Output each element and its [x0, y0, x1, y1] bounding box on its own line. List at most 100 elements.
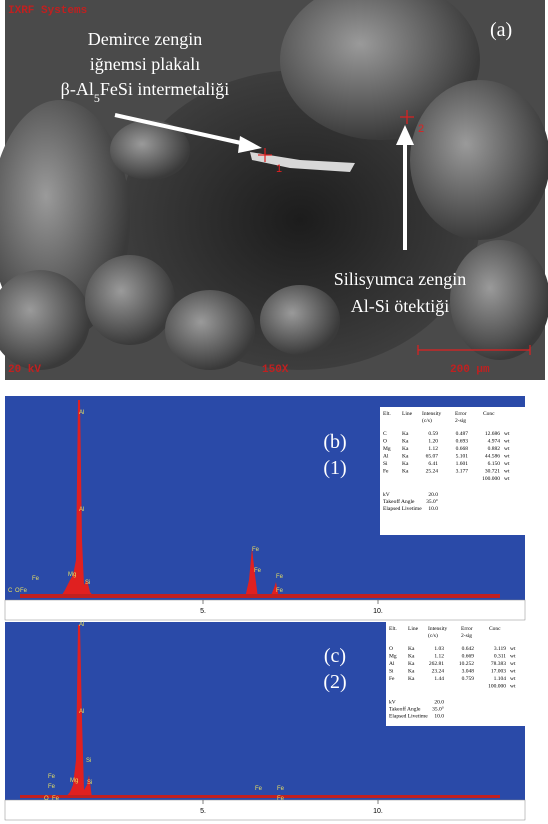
table-cell: Ka: [402, 439, 409, 445]
table-cell: Ka: [402, 461, 409, 467]
table-cell: 6.150: [488, 461, 501, 467]
peak-label: Si: [85, 580, 90, 586]
setting-name: kV: [389, 700, 396, 706]
table-cell: Si: [383, 461, 388, 467]
peak-label: Fe: [32, 576, 40, 582]
table-cell: wt: [510, 654, 516, 660]
table-cell: 10.252: [459, 661, 474, 667]
annotation: iğnemsi plakalı: [90, 54, 200, 74]
table-header: 2-sig: [461, 633, 472, 639]
table-header: Intensity: [428, 626, 447, 632]
point-label: (2): [323, 671, 346, 693]
panel-label: (a): [490, 19, 512, 41]
peak-label: Fe: [48, 774, 56, 780]
setting-value: 35.0°: [426, 498, 438, 505]
peak-label: C: [8, 588, 13, 594]
table-cell: 1.20: [428, 439, 438, 445]
table-cell: wt: [510, 676, 516, 682]
table-cell: 0.311: [494, 654, 506, 660]
point-label: (1): [323, 457, 346, 479]
table-header: Elt.: [383, 411, 391, 417]
sem-image: [0, 0, 548, 380]
table-cell: 23.24: [432, 669, 445, 675]
table-header: 2-sig: [455, 418, 466, 424]
peak-label: Fe: [48, 784, 56, 790]
table-header: Conc: [489, 626, 501, 632]
peak-label: Fe: [20, 588, 28, 594]
table-cell: 3.119: [494, 646, 506, 652]
peak-label: Al: [79, 622, 84, 628]
peak-label: Fe: [276, 574, 284, 580]
peak-label: Fe: [252, 547, 260, 553]
setting-name: Takeoff Angle: [383, 498, 415, 505]
peak-label: Al: [79, 410, 84, 416]
footer-text: 20 kV: [8, 364, 41, 376]
formula: β-Al: [61, 79, 94, 99]
table-cell: Ka: [402, 431, 409, 437]
peak-label: Si: [87, 780, 92, 786]
table-cell: 25.24: [426, 469, 439, 475]
table-cell: 12.686: [485, 431, 500, 437]
table-cell: 1.44: [434, 676, 444, 682]
table-cell: Al: [389, 661, 395, 667]
table-cell: Fe: [383, 469, 389, 475]
axis-tick-label: 5.: [200, 808, 206, 815]
table-cell: 0.642: [462, 646, 475, 652]
table-header: Error: [461, 626, 473, 632]
table-header: Conc: [483, 411, 495, 417]
table-total: wt: [504, 476, 510, 482]
table-cell: Ka: [408, 654, 415, 660]
table-cell: 3.177: [456, 469, 469, 475]
axis-tick-label: 5.: [200, 608, 206, 615]
table-header: Line: [408, 626, 419, 632]
table-cell: 1.601: [456, 461, 469, 467]
table-cell: wt: [504, 461, 510, 467]
table-cell: wt: [510, 646, 516, 652]
peak-label: Fe: [276, 588, 284, 594]
table-cell: 4.974: [488, 439, 501, 445]
annotation: Al-Si ötektiği: [351, 296, 450, 316]
table-cell: 1.104: [494, 676, 507, 682]
peak-label: Fe: [52, 796, 60, 802]
table-cell: Ka: [408, 646, 415, 652]
table-cell: 1.03: [434, 646, 444, 652]
peak-label: Fe: [277, 796, 285, 802]
table-cell: 3.048: [462, 669, 475, 675]
table-header: Error: [455, 411, 467, 417]
panel-label: (b): [323, 431, 346, 453]
table-cell: wt: [504, 431, 510, 437]
peak-label: Al: [79, 709, 84, 715]
table-cell: Mg: [389, 654, 397, 660]
table-cell: wt: [510, 661, 516, 667]
table-cell: Mg: [383, 446, 391, 452]
peak-label: Fe: [255, 786, 263, 792]
figure: IXRF Systems (a) Demirce zengin iğnemsi …: [0, 0, 548, 824]
table-cell: 262.81: [429, 661, 444, 667]
peak-label: Al: [79, 507, 84, 513]
table-cell: 30.721: [485, 469, 500, 475]
table-cell: Ka: [402, 469, 409, 475]
table-cell: 17.003: [491, 669, 506, 675]
table-cell: 44.586: [485, 454, 500, 460]
setting-value: 35.0°: [432, 706, 444, 713]
footer-text: 200 µm: [450, 364, 490, 376]
peak-label: Fe: [254, 568, 262, 574]
table-cell: Ka: [402, 446, 409, 452]
table-total: 100.000: [488, 684, 506, 690]
table-cell: 1.12: [428, 446, 438, 452]
setting-value: 20.0: [428, 492, 438, 498]
watermark: IXRF Systems: [8, 5, 87, 17]
table-cell: Si: [389, 669, 394, 675]
table-cell: wt: [504, 454, 510, 460]
table-cell: wt: [504, 469, 510, 475]
panel-label: (c): [324, 645, 346, 667]
peak-label: Fe: [277, 786, 285, 792]
table-cell: 5.101: [456, 454, 469, 460]
table-cell: 0.669: [462, 654, 475, 660]
peak-label: Si: [86, 758, 91, 764]
table-header: Line: [402, 411, 413, 417]
table-cell: C: [383, 431, 387, 437]
table-cell: 0.759: [462, 676, 475, 682]
table-cell: 65.07: [426, 454, 439, 460]
table-cell: 0.668: [456, 446, 469, 452]
